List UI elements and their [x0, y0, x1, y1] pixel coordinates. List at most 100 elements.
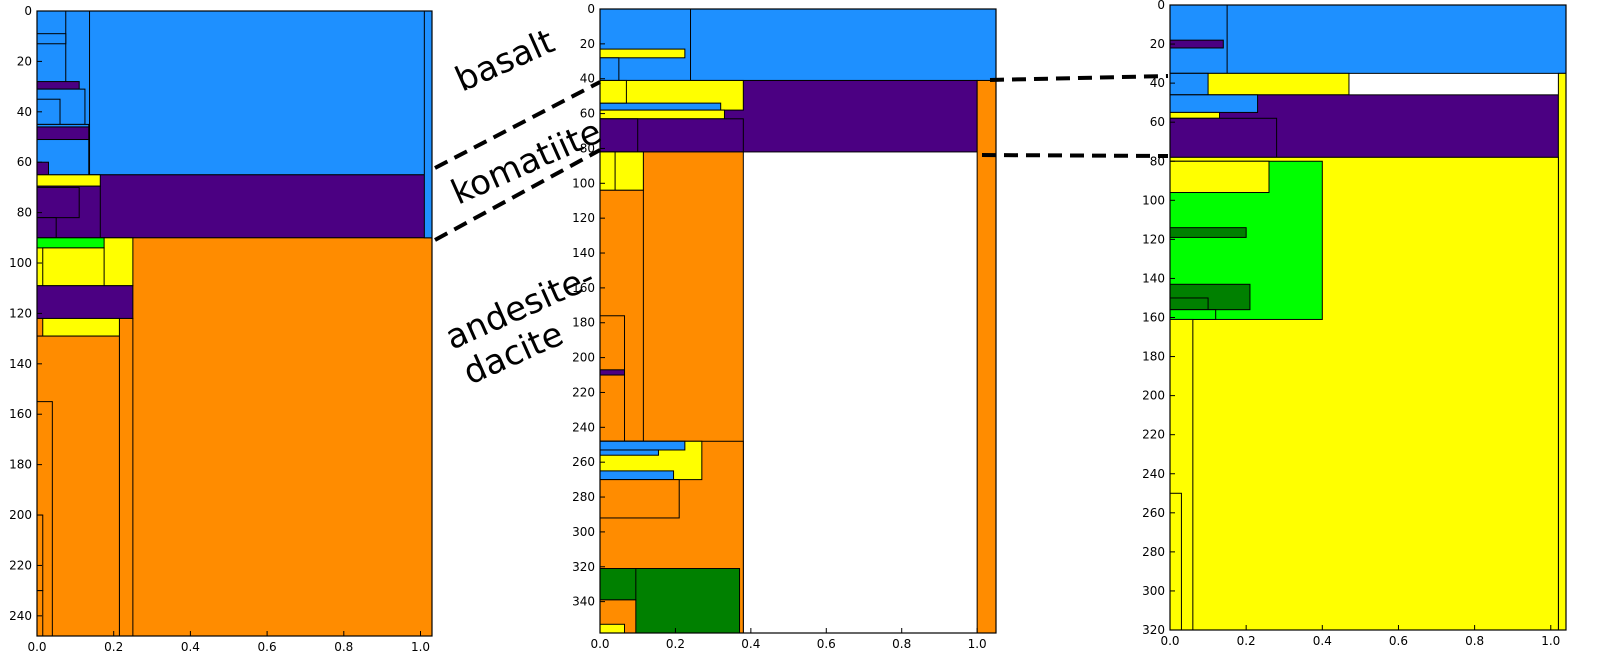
x-tick-label: 0.8: [334, 640, 353, 654]
icicle-rect: [36, 174, 433, 239]
icicle-rect: [1169, 297, 1209, 311]
y-tick-label: 240: [1142, 467, 1165, 481]
icicle-rect: [36, 285, 134, 319]
y-tick-label: 120: [572, 211, 595, 225]
y-tick-label: 40: [17, 105, 32, 119]
y-tick-label: 300: [572, 525, 595, 539]
y-tick-label: 300: [1142, 584, 1165, 598]
y-tick-label: 140: [572, 246, 595, 260]
y-tick-label: 260: [572, 455, 595, 469]
x-tick-label: 0.8: [1465, 634, 1484, 648]
annotation-basalt: basalt: [449, 21, 560, 100]
icicle-rect: [36, 317, 120, 337]
y-tick-label: 40: [580, 72, 595, 86]
y-tick-label: 140: [1142, 271, 1165, 285]
y-tick-label: 320: [572, 560, 595, 574]
y-tick-label: 60: [580, 107, 595, 121]
annotation-komatiite: komatiite: [445, 112, 607, 214]
icicle-rect: [36, 217, 57, 239]
icicle-rect: [1169, 94, 1259, 113]
y-tick-label: 240: [572, 420, 595, 434]
y-tick-label: 40: [1150, 76, 1165, 90]
icicle-rect: [36, 186, 80, 219]
icicle-rect: [36, 317, 44, 337]
panel-right: 0.0 0.2 0.4 0.6 0.8 1.00204060801001201401601…: [1142, 0, 1567, 648]
panel-left: 0.0 0.2 0.4 0.6 0.8 1.0 0 20 40 60 80 100 120 140 160 1…: [9, 4, 433, 654]
icicle-rect: [1169, 227, 1247, 238]
y-tick-label: 160: [572, 281, 595, 295]
icicle-rect: [599, 79, 627, 104]
icicle-rect: [423, 10, 433, 239]
x-tick-label: 0.0: [590, 637, 609, 651]
x-tick-label: 0.2: [666, 637, 685, 651]
y-tick-label: 20: [580, 37, 595, 51]
panel-middle: 0.0 0.2 0.4 0.6 0.8 1.0 0 20 40 60 80 100 120 140 160 1…: [572, 2, 997, 651]
y-tick-label: 260: [1142, 506, 1165, 520]
x-tick-label: 0.4: [741, 637, 760, 651]
connector-komatiite-andesite-left: [434, 148, 601, 242]
icicle-rect: [1169, 4, 1567, 74]
y-tick-label: 0: [1157, 0, 1165, 12]
icicle-rect: [1169, 39, 1224, 49]
icicle-rect: [36, 590, 44, 637]
icicle-rect: [599, 109, 725, 120]
icicle-rect: [599, 48, 686, 59]
y-tick-label: 120: [9, 306, 32, 320]
x-tick-label: 0.6: [1389, 634, 1408, 648]
x-tick-label: 0.2: [1237, 634, 1256, 648]
icicle-rect: [599, 470, 675, 481]
y-tick-label: 0: [587, 2, 595, 16]
y-tick-label: 160: [1142, 311, 1165, 325]
icicle-rect: [36, 161, 50, 176]
icicle-rect: [1169, 160, 1270, 193]
icicle-rect: [1169, 309, 1217, 320]
connector-basalt-komatiite-left: [434, 80, 601, 170]
icicle-rect: [36, 514, 44, 592]
icicle-rect: [36, 10, 433, 176]
icicle-rect: [599, 479, 680, 519]
connector-basalt-komatiite-right: [989, 74, 1169, 82]
icicle-rect: [36, 174, 101, 187]
connector-komatiite-andesite-right: [981, 153, 1169, 158]
y-tick-label: 80: [17, 206, 32, 220]
x-tick-label: 0.6: [817, 637, 836, 651]
icicle-rect: [36, 237, 105, 249]
y-tick-label: 340: [572, 595, 595, 609]
x-tick-label: 0.4: [1313, 634, 1332, 648]
y-tick-label: 120: [1142, 232, 1165, 246]
y-tick-label: 240: [9, 609, 32, 623]
icicle-rect: [1169, 117, 1278, 158]
icicle-rect: [599, 102, 722, 111]
axes-frame: [36, 10, 433, 637]
y-tick-label: 100: [1142, 193, 1165, 207]
icicle-rect: [976, 79, 997, 634]
x-tick-label: 0.0: [27, 640, 46, 654]
y-tick-label: 100: [9, 256, 32, 270]
icicle-rect: [36, 81, 80, 90]
y-tick-label: 280: [1142, 545, 1165, 559]
y-tick-label: 180: [1142, 350, 1165, 364]
y-tick-label: 200: [1142, 389, 1165, 403]
icicle-rect: [599, 449, 659, 456]
x-tick-label: 0.0: [1160, 634, 1179, 648]
icicle-rect: [36, 126, 90, 141]
y-tick-label: 0: [24, 4, 32, 18]
y-tick-label: 60: [1150, 115, 1165, 129]
x-tick-label: 0.2: [104, 640, 123, 654]
y-tick-label: 320: [1142, 623, 1165, 637]
icicle-rect: [599, 568, 637, 601]
y-tick-label: 80: [580, 141, 595, 155]
icicle-rect: [1557, 72, 1567, 631]
x-tick-label: 1.0: [1541, 634, 1560, 648]
icicle-rect: [599, 151, 616, 191]
axes-frame: [599, 8, 997, 634]
y-tick-label: 100: [572, 176, 595, 190]
icicle-rect: [36, 33, 67, 45]
icicle-rect: [42, 247, 105, 287]
x-tick-label: 0.8: [892, 637, 911, 651]
y-tick-label: 220: [1142, 428, 1165, 442]
y-tick-label: 20: [17, 54, 32, 68]
y-tick-label: 200: [572, 351, 595, 365]
y-tick-label: 180: [572, 316, 595, 330]
y-tick-label: 60: [17, 155, 32, 169]
